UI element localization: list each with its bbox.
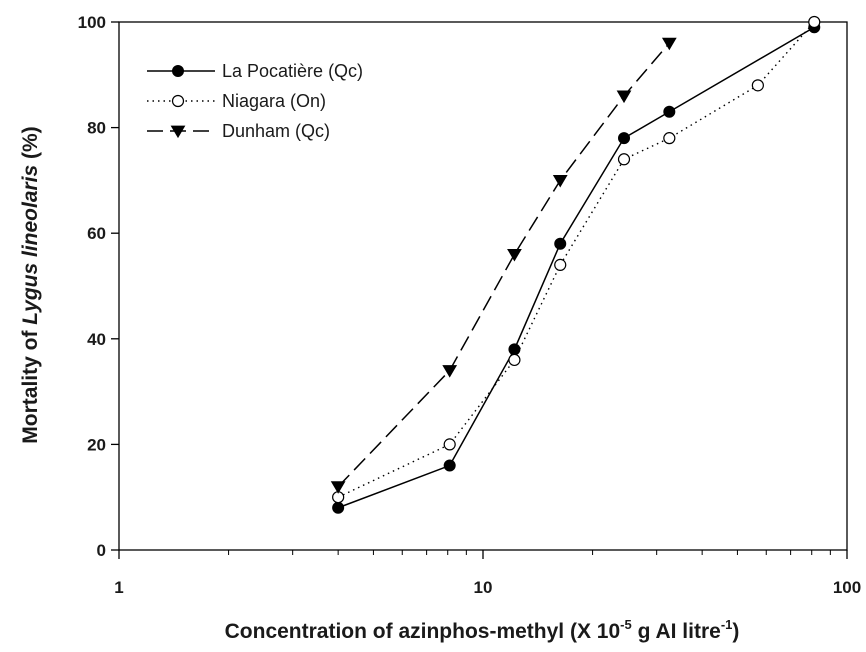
series-2 bbox=[332, 15, 821, 504]
legend-item-2: Niagara (On) bbox=[147, 91, 326, 111]
y-tick-label: 60 bbox=[87, 224, 106, 243]
y-axis-title: Mortality of Lygus lineolaris (%) bbox=[19, 126, 42, 443]
series-3-point bbox=[661, 37, 677, 51]
series-1-point bbox=[332, 501, 345, 514]
series-2-point bbox=[508, 353, 521, 367]
legend-item-3: Dunham (Qc) bbox=[147, 121, 330, 141]
series-3-point bbox=[552, 175, 568, 188]
legend: La Pocatière (Qc) Niagara (On) Dunham (Qc) bbox=[147, 61, 363, 141]
x-axis-title: Concentration of azinphos-methyl (X 10-5… bbox=[225, 617, 740, 643]
legend-label: Dunham (Qc) bbox=[222, 121, 330, 141]
series-1-point bbox=[663, 105, 676, 118]
legend-marker bbox=[172, 65, 184, 77]
y-tick-label: 80 bbox=[87, 119, 106, 138]
x-tick-label: 100 bbox=[833, 578, 861, 597]
series-1-point bbox=[554, 237, 567, 250]
y-axis: 0 20 40 60 80 100 bbox=[78, 13, 119, 560]
series-3-point bbox=[442, 365, 458, 378]
series-2-point bbox=[808, 15, 821, 29]
series-1-point bbox=[443, 459, 456, 472]
series-3-line bbox=[337, 42, 670, 488]
x-tick-label: 10 bbox=[474, 578, 493, 597]
series-2-point bbox=[554, 258, 567, 271]
legend-marker bbox=[170, 125, 186, 139]
x-tick-label: 1 bbox=[114, 578, 123, 597]
y-tick-label: 0 bbox=[97, 541, 106, 560]
series-3-point bbox=[507, 248, 522, 262]
series-2-line bbox=[337, 21, 815, 498]
y-tick-label: 20 bbox=[87, 435, 106, 454]
series-2-point bbox=[443, 438, 456, 451]
y-tick-label: 100 bbox=[78, 13, 106, 32]
series-3 bbox=[330, 37, 677, 494]
series-3-point bbox=[330, 481, 346, 494]
legend-item-1: La Pocatière (Qc) bbox=[147, 61, 363, 81]
legend-label: La Pocatière (Qc) bbox=[222, 61, 363, 81]
series-2-point bbox=[663, 132, 676, 145]
series-2-point bbox=[751, 79, 764, 92]
series-1-point bbox=[618, 132, 631, 145]
legend-marker bbox=[171, 94, 185, 108]
series-layer bbox=[330, 15, 821, 514]
series-2-point bbox=[617, 153, 631, 166]
legend-label: Niagara (On) bbox=[222, 91, 326, 111]
y-tick-label: 40 bbox=[87, 330, 106, 349]
x-axis: 1 10 100 bbox=[114, 550, 861, 597]
series-3-point bbox=[616, 90, 632, 104]
